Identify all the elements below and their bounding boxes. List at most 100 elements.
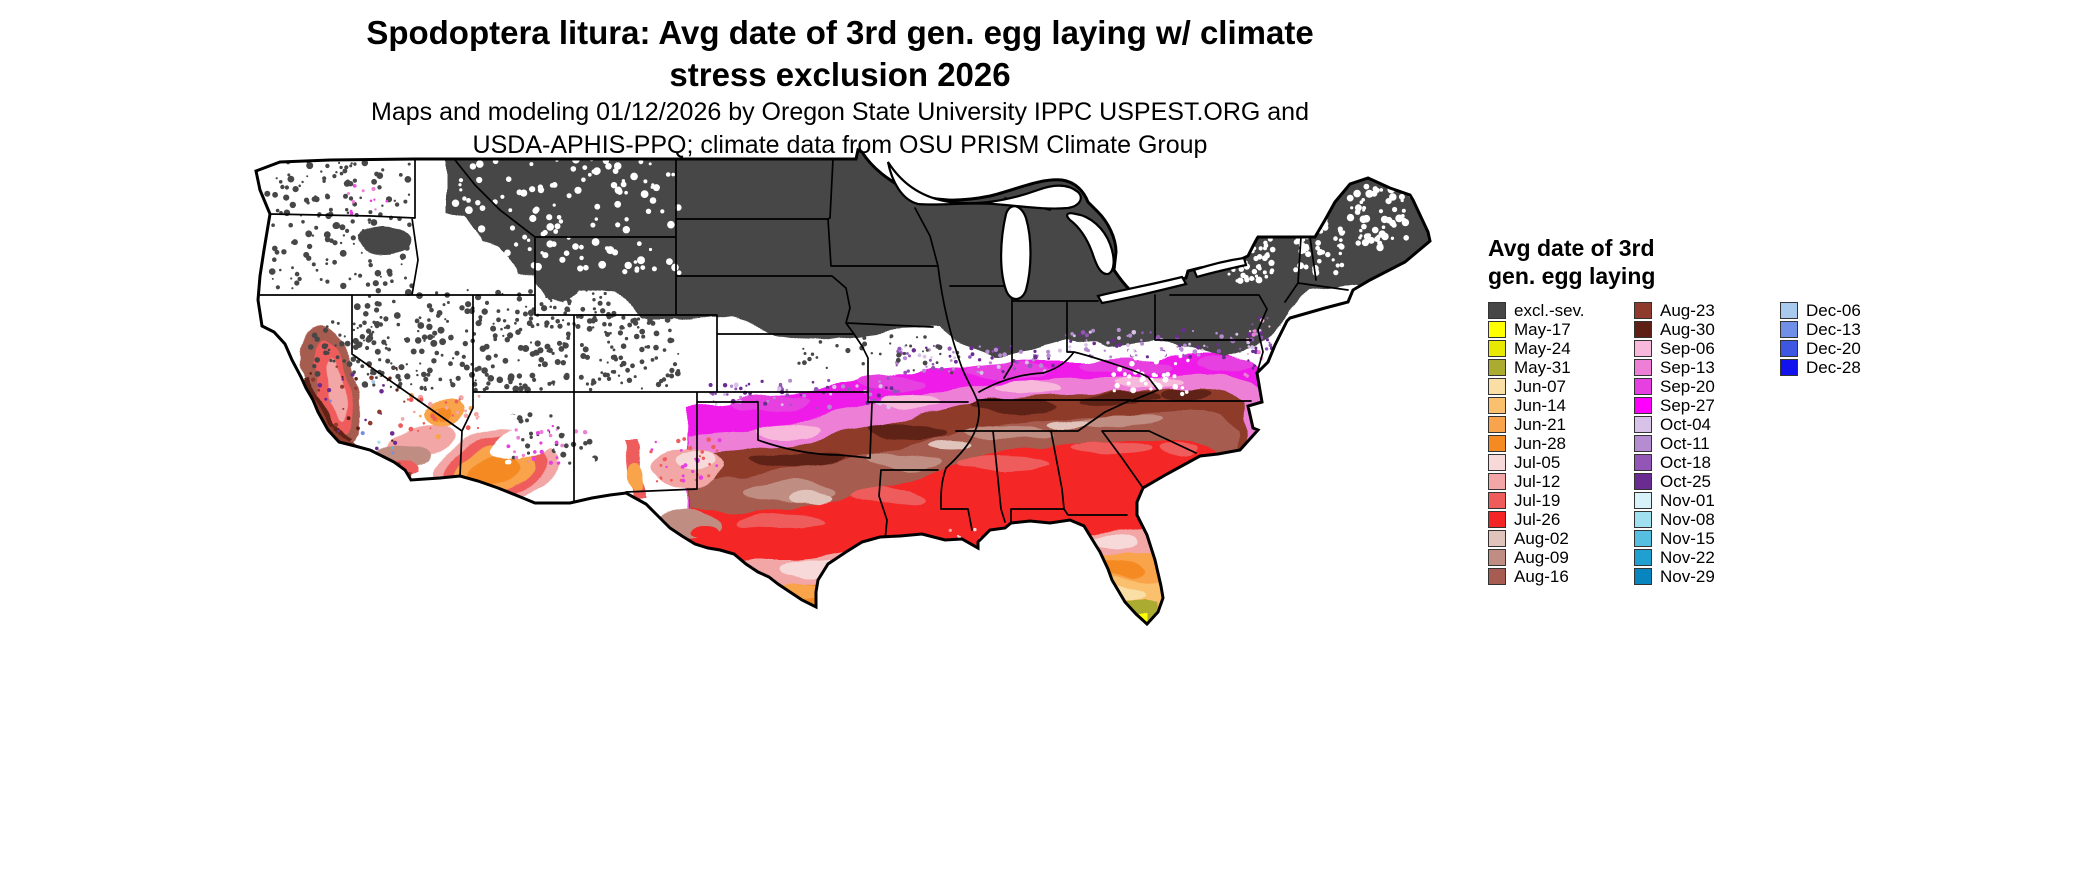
legend-row: Dec-20	[1780, 339, 1926, 358]
legend-row: Nov-08	[1634, 510, 1780, 529]
legend-label: Sep-13	[1660, 357, 1715, 377]
legend-swatch	[1634, 473, 1652, 490]
legend-label: Jul-26	[1514, 509, 1561, 529]
legend-label: Oct-04	[1660, 414, 1712, 434]
legend-swatch	[1488, 416, 1506, 433]
legend-label: Jun-07	[1514, 376, 1566, 396]
legend-label: Nov-01	[1660, 490, 1715, 510]
map-attribution-line2: USDA-APHIS-PPQ; climate data from OSU PR…	[472, 131, 1208, 159]
legend-row: Nov-15	[1634, 529, 1780, 548]
page-title-line1: Spodoptera litura: Avg date of 3rd gen. …	[366, 14, 1314, 51]
legend-row: Sep-20	[1634, 377, 1780, 396]
legend-swatch	[1488, 568, 1506, 585]
legend-label: Jun-14	[1514, 395, 1566, 415]
legend-swatch	[1488, 473, 1506, 490]
legend-row: Aug-16	[1488, 567, 1634, 586]
legend-swatch	[1488, 340, 1506, 357]
legend-row: Sep-13	[1634, 358, 1780, 377]
legend-swatch	[1634, 568, 1652, 585]
state-borders	[259, 158, 1349, 541]
legend-swatch	[1634, 416, 1652, 433]
legend-swatch	[1488, 549, 1506, 566]
legend-swatch	[1488, 321, 1506, 338]
map-attribution-line1: Maps and modeling 01/12/2026 by Oregon S…	[371, 98, 1309, 126]
legend-row: Jun-14	[1488, 396, 1634, 415]
legend-label: Oct-11	[1660, 433, 1710, 453]
legend-swatch	[1634, 454, 1652, 471]
legend-row: Jun-28	[1488, 434, 1634, 453]
legend-row: Dec-28	[1780, 358, 1926, 377]
legend-label: Aug-30	[1660, 319, 1715, 339]
legend-row: Aug-30	[1634, 320, 1780, 339]
legend-label: Oct-18	[1660, 452, 1712, 472]
legend-row: excl.-sev.	[1488, 301, 1634, 320]
legend-row: Oct-18	[1634, 453, 1780, 472]
lake-superior	[886, 161, 1082, 210]
legend-swatch	[1634, 340, 1652, 357]
legend-swatch	[1780, 302, 1798, 319]
legend-row: Dec-13	[1780, 320, 1926, 339]
legend-row: Jun-07	[1488, 377, 1634, 396]
legend-label: Jun-28	[1514, 433, 1566, 453]
legend-label: Sep-27	[1660, 395, 1715, 415]
legend-swatch	[1634, 378, 1652, 395]
legend-swatch	[1488, 302, 1506, 319]
legend-columns: excl.-sev. May-17 May-24 May-31 Jun-07 Jun-14…	[1488, 301, 1926, 586]
legend-label: Aug-23	[1660, 300, 1715, 320]
legend-swatch	[1488, 492, 1506, 509]
legend-swatch	[1634, 530, 1652, 547]
great-lakes	[886, 161, 1248, 305]
legend-label: Jul-12	[1514, 471, 1561, 491]
legend-swatch	[1634, 549, 1652, 566]
legend-row: Jul-19	[1488, 491, 1634, 510]
legend-label: Dec-13	[1806, 319, 1861, 339]
legend-label: Oct-25	[1660, 471, 1712, 491]
legend-row: Dec-06	[1780, 301, 1926, 320]
legend-label: Jun-21	[1514, 414, 1566, 434]
legend-label: Aug-02	[1514, 528, 1569, 548]
legend-label: Dec-20	[1806, 338, 1861, 358]
legend-swatch	[1634, 359, 1652, 376]
legend-swatch	[1488, 378, 1506, 395]
legend-label: Nov-15	[1660, 528, 1715, 548]
legend-title-line1: Avg date of 3rd	[1488, 235, 1655, 261]
legend-label: Jul-05	[1514, 452, 1561, 472]
legend-row: Sep-27	[1634, 396, 1780, 415]
legend-swatch	[1634, 492, 1652, 509]
legend-row: Jul-26	[1488, 510, 1634, 529]
legend-label: Nov-08	[1660, 509, 1715, 529]
legend-row: Oct-04	[1634, 415, 1780, 434]
map-attribution: Maps and modeling 01/12/2026 by Oregon S…	[0, 96, 1680, 162]
legend-column-3: Dec-06 Dec-13 Dec-20 Dec-28	[1780, 301, 1926, 377]
legend-label: Nov-22	[1660, 547, 1715, 567]
legend-row: May-17	[1488, 320, 1634, 339]
legend-swatch	[1634, 397, 1652, 414]
legend-column-2: Aug-23 Aug-30 Sep-06 Sep-13 Sep-20 Sep-27 Oct-…	[1634, 301, 1780, 586]
legend: Avg date of 3rd gen. egg laying excl.-se…	[1488, 234, 1926, 586]
legend-label: Nov-29	[1660, 566, 1715, 586]
legend-column-1: excl.-sev. May-17 May-24 May-31 Jun-07 Jun-14…	[1488, 301, 1634, 586]
legend-swatch	[1780, 340, 1798, 357]
legend-swatch	[1488, 435, 1506, 452]
legend-label: May-17	[1514, 319, 1571, 339]
legend-label: Dec-06	[1806, 300, 1861, 320]
legend-label: excl.-sev.	[1514, 300, 1585, 320]
us-choropleth-map	[254, 148, 1432, 626]
legend-row: Aug-02	[1488, 529, 1634, 548]
lake-michigan	[1000, 205, 1032, 301]
legend-swatch	[1634, 321, 1652, 338]
legend-swatch	[1488, 530, 1506, 547]
legend-row: May-24	[1488, 339, 1634, 358]
legend-label: Aug-09	[1514, 547, 1569, 567]
legend-swatch	[1634, 302, 1652, 319]
legend-title-line2: gen. egg laying	[1488, 263, 1656, 289]
legend-label: Dec-28	[1806, 357, 1861, 377]
legend-row: Jun-21	[1488, 415, 1634, 434]
legend-label: May-31	[1514, 357, 1571, 377]
page-title-line2: stress exclusion 2026	[669, 56, 1011, 93]
legend-row: Aug-23	[1634, 301, 1780, 320]
lake-ontario	[1192, 256, 1248, 279]
legend-row: May-31	[1488, 358, 1634, 377]
legend-swatch	[1780, 321, 1798, 338]
